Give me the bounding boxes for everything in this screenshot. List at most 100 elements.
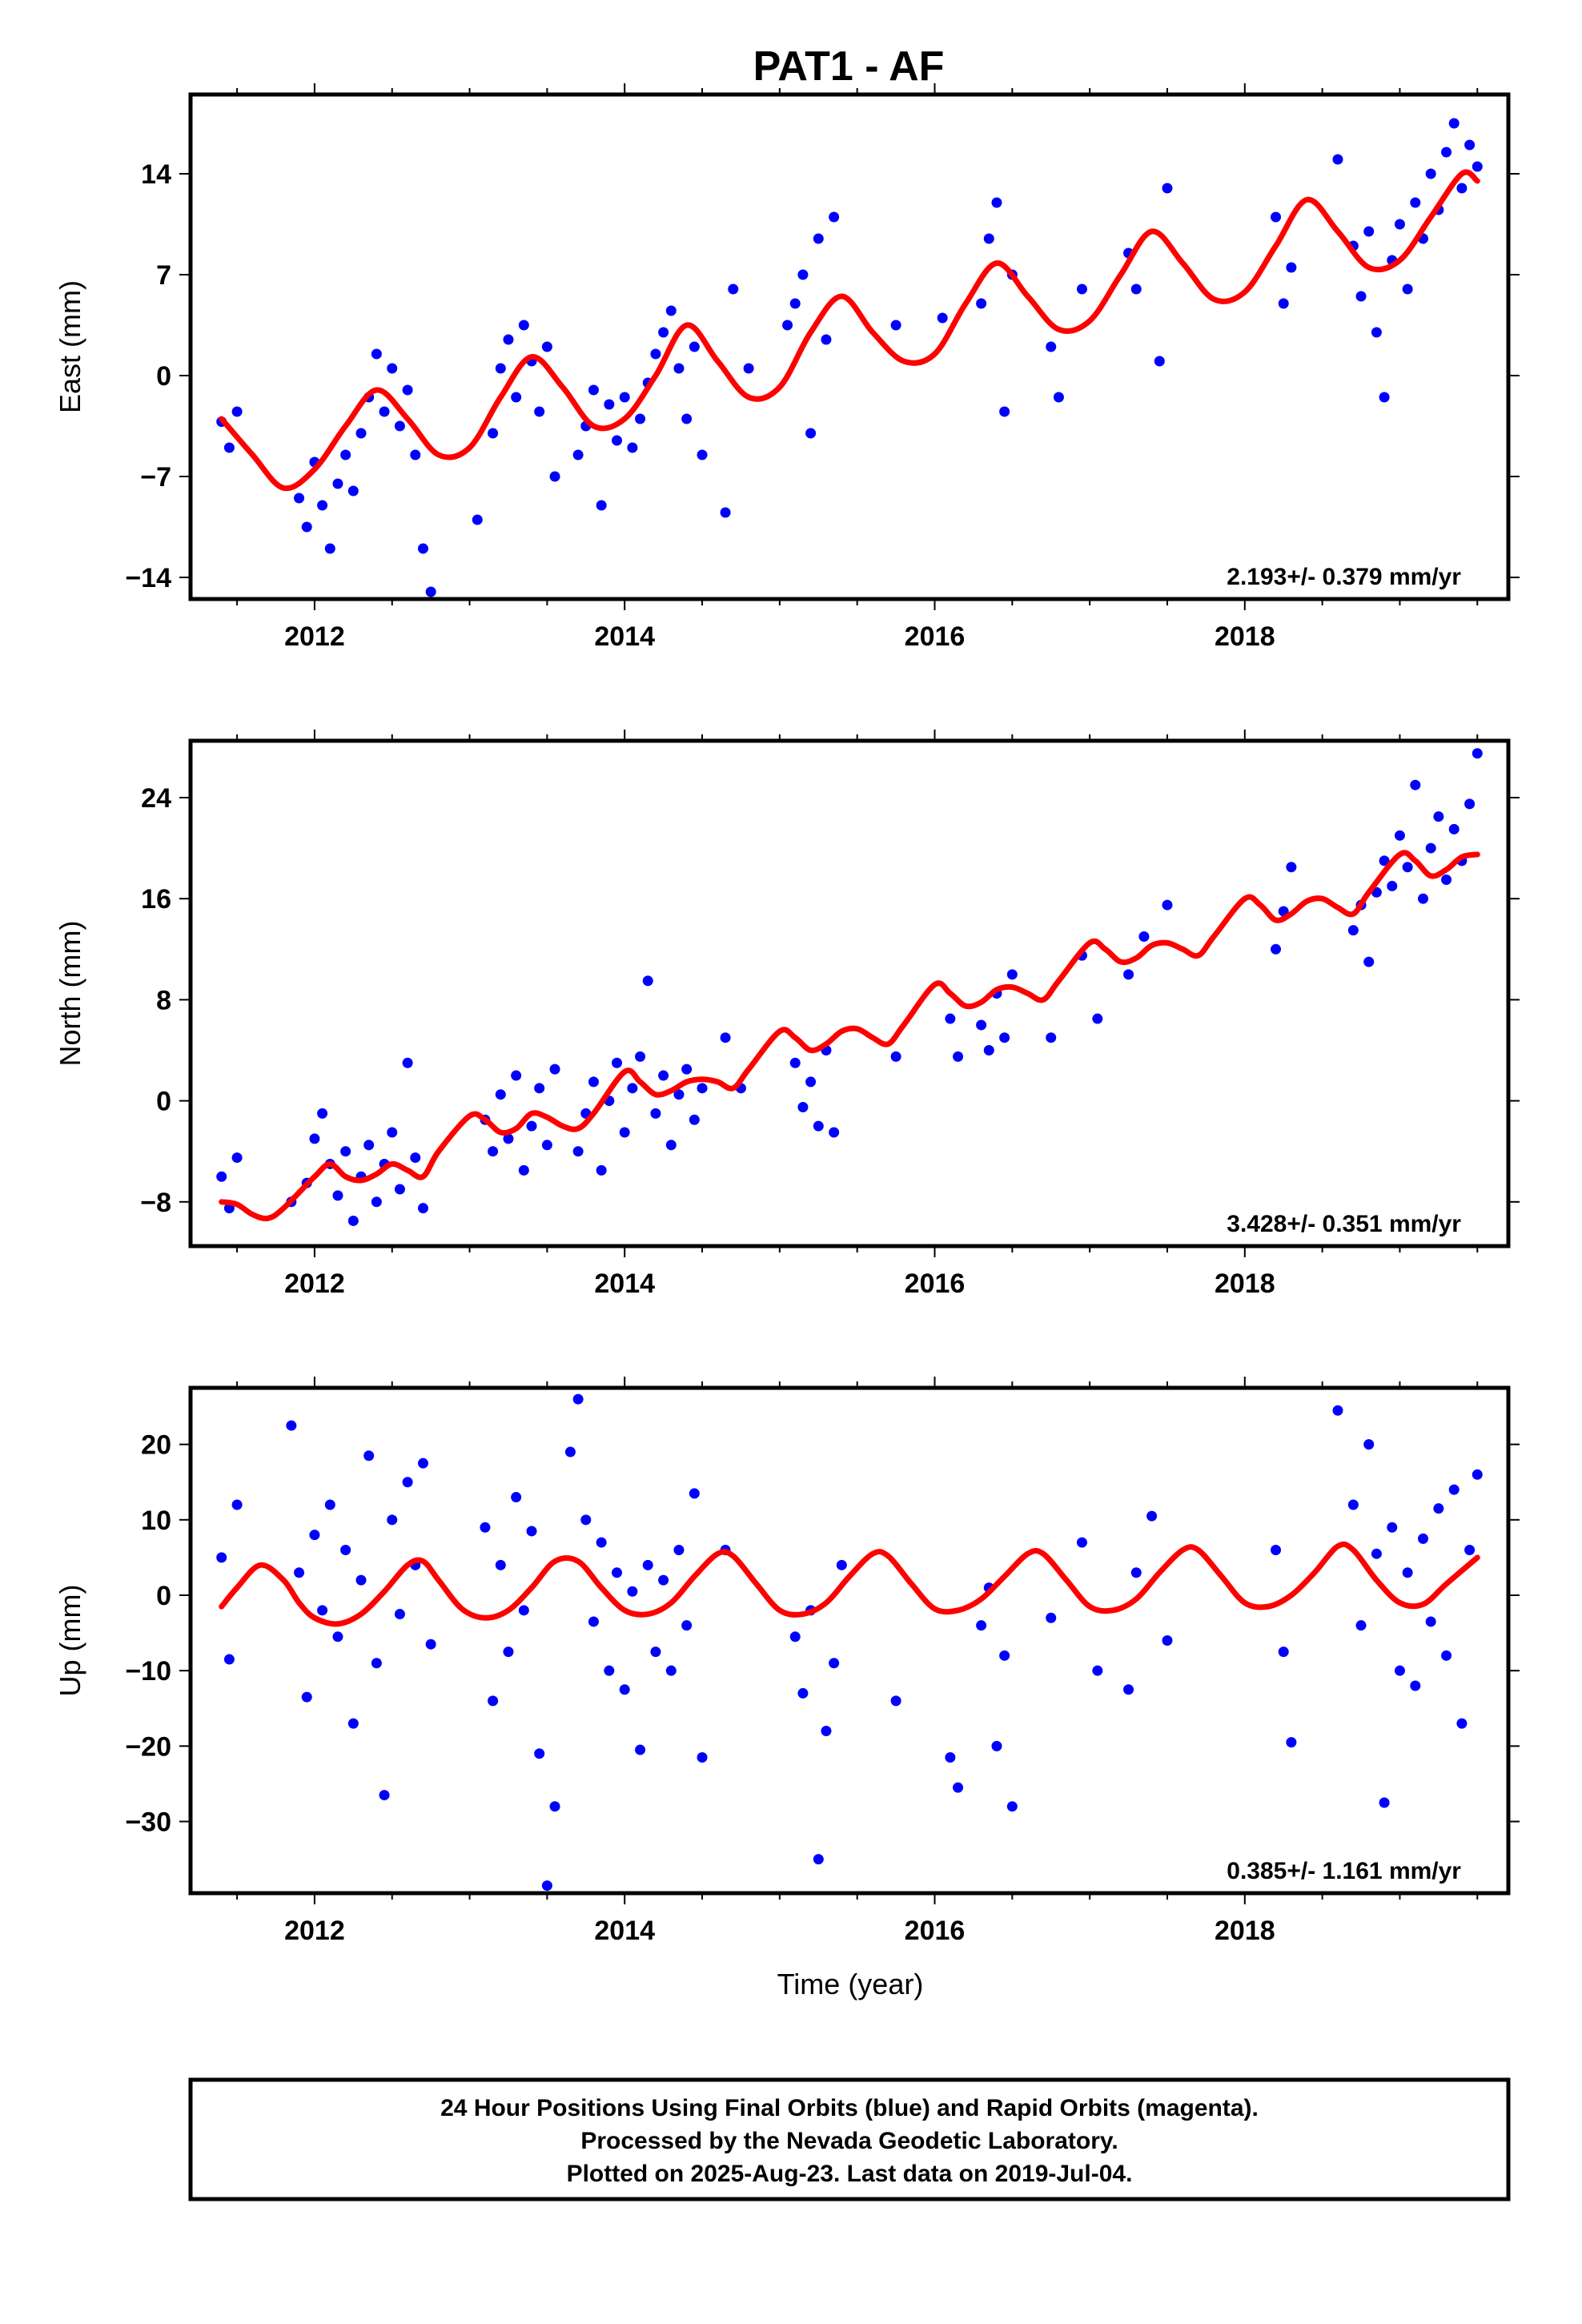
north-data-point — [410, 1152, 421, 1164]
north-data-point — [231, 1152, 243, 1164]
east-data-point — [890, 320, 901, 331]
up-data-point — [789, 1631, 801, 1642]
north-data-point — [720, 1032, 731, 1043]
up-data-point — [627, 1586, 638, 1597]
up-data-point — [1123, 1684, 1134, 1695]
north-data-point — [673, 1089, 685, 1100]
up-data-point — [1441, 1650, 1452, 1661]
east-data-point — [797, 269, 809, 280]
east-data-point — [347, 485, 359, 497]
north-data-point — [797, 1101, 809, 1112]
east-data-point — [1441, 147, 1452, 158]
up-data-point — [286, 1420, 297, 1431]
east-x-tick-label: 2016 — [905, 621, 966, 652]
north-data-point — [332, 1190, 343, 1201]
north-y-tick-label: −8 — [140, 1188, 171, 1218]
up-data-point — [658, 1574, 669, 1586]
east-data-point — [1464, 139, 1476, 151]
up-data-point — [1130, 1567, 1142, 1578]
north-data-point — [572, 1146, 584, 1157]
east-data-point — [231, 406, 243, 417]
east-data-point — [821, 334, 832, 345]
east-panel: 2012 2014 2016 2018 −14 −7 0 7 14 East (mm) 2.193+… — [54, 83, 1520, 652]
up-data-point — [216, 1552, 227, 1563]
north-data-point — [541, 1140, 552, 1151]
north-rate-label: 3.428+/- 0.351 mm/yr — [1227, 1211, 1461, 1237]
east-data-point — [689, 341, 700, 352]
footer-line-1: 24 Hour Positions Using Final Orbits (bl… — [440, 2095, 1259, 2121]
east-data-point — [728, 283, 739, 295]
east-x-tick-label: 2018 — [1215, 621, 1275, 652]
up-data-point — [1433, 1503, 1444, 1514]
up-data-point — [549, 1801, 560, 1812]
up-data-point — [1394, 1665, 1405, 1676]
north-data-point — [588, 1076, 599, 1088]
east-data-point — [410, 449, 421, 460]
east-data-point — [402, 384, 413, 396]
up-data-point — [945, 1751, 956, 1763]
up-data-point — [1286, 1737, 1297, 1748]
up-data-point — [1076, 1537, 1087, 1548]
chart-title: PAT1 - AF — [753, 43, 945, 90]
east-data-point — [332, 478, 343, 489]
x-axis-label: Time (year) — [777, 1968, 924, 2000]
east-data-point — [1355, 291, 1367, 302]
east-data-point — [937, 312, 948, 324]
east-data-point — [1402, 283, 1413, 295]
up-data-point — [976, 1620, 987, 1631]
north-data-point — [1472, 748, 1483, 759]
north-data-point — [309, 1133, 320, 1144]
north-data-point — [1286, 862, 1297, 873]
east-data-point — [604, 399, 615, 410]
north-data-point — [999, 1032, 1010, 1043]
up-data-point — [503, 1647, 514, 1658]
up-data-point — [1371, 1548, 1382, 1559]
up-data-point — [387, 1514, 398, 1526]
up-data-point — [999, 1650, 1010, 1661]
north-data-point — [1092, 1013, 1103, 1024]
north-data-point — [371, 1196, 382, 1208]
east-data-point — [503, 334, 514, 345]
up-data-point — [231, 1499, 243, 1510]
east-data-point — [1332, 154, 1343, 165]
north-data-point — [417, 1203, 428, 1214]
up-data-point — [402, 1477, 413, 1488]
east-data-point — [596, 500, 607, 511]
up-data-point — [1271, 1544, 1282, 1555]
up-data-point — [596, 1537, 607, 1548]
east-data-point — [1271, 211, 1282, 223]
east-data-point — [743, 363, 754, 374]
east-data-point — [673, 363, 685, 374]
east-data-point — [805, 428, 817, 439]
up-data-point — [681, 1620, 693, 1631]
up-data-point — [223, 1654, 235, 1665]
up-data-point — [371, 1658, 382, 1669]
north-data-point — [890, 1051, 901, 1062]
east-data-point — [387, 363, 398, 374]
up-y-axis-label: Up (mm) — [54, 1585, 86, 1697]
east-data-point — [627, 442, 638, 453]
east-data-point — [681, 413, 693, 424]
east-data-point — [1053, 392, 1064, 403]
up-data-point — [495, 1559, 506, 1570]
east-data-point — [488, 428, 499, 439]
up-data-point — [1464, 1544, 1476, 1555]
east-data-point — [1448, 118, 1460, 129]
east-data-point — [572, 449, 584, 460]
up-data-point — [1456, 1718, 1468, 1729]
north-y-tick-label: 0 — [156, 1087, 171, 1117]
east-data-point — [317, 500, 328, 511]
up-data-point — [1092, 1665, 1103, 1676]
north-data-point — [1123, 969, 1134, 980]
north-data-point — [1347, 925, 1359, 936]
up-data-point — [480, 1522, 491, 1533]
up-x-tick-label: 2012 — [284, 1916, 345, 1946]
north-data-point — [642, 975, 653, 987]
north-data-point — [1448, 823, 1460, 834]
up-data-point — [541, 1880, 552, 1892]
footer-box: 24 Hour Positions Using Final Orbits (bl… — [188, 2077, 1511, 2201]
east-data-point — [495, 363, 506, 374]
up-data-point — [580, 1514, 592, 1526]
up-data-point — [363, 1450, 375, 1462]
